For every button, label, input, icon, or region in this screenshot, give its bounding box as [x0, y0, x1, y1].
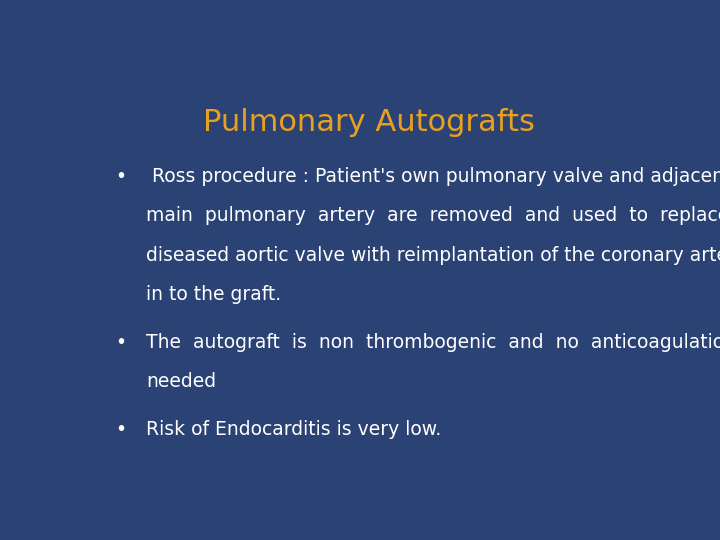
Text: diseased aortic valve with reimplantation of the coronary arteries: diseased aortic valve with reimplantatio… [145, 246, 720, 265]
Text: •: • [115, 167, 126, 186]
Text: main  pulmonary  artery  are  removed  and  used  to  replace  the: main pulmonary artery are removed and us… [145, 206, 720, 225]
Text: Risk of Endocarditis is very low.: Risk of Endocarditis is very low. [145, 420, 441, 440]
Text: in to the graft.: in to the graft. [145, 285, 281, 304]
Text: The  autograft  is  non  thrombogenic  and  no  anticoagulation  is: The autograft is non thrombogenic and no… [145, 333, 720, 352]
Text: •: • [115, 333, 126, 352]
Text: •: • [115, 420, 126, 440]
Text: Pulmonary Autografts: Pulmonary Autografts [203, 109, 535, 138]
Text: Ross procedure : Patient's own pulmonary valve and adjacent: Ross procedure : Patient's own pulmonary… [145, 167, 720, 186]
Text: needed: needed [145, 373, 216, 392]
